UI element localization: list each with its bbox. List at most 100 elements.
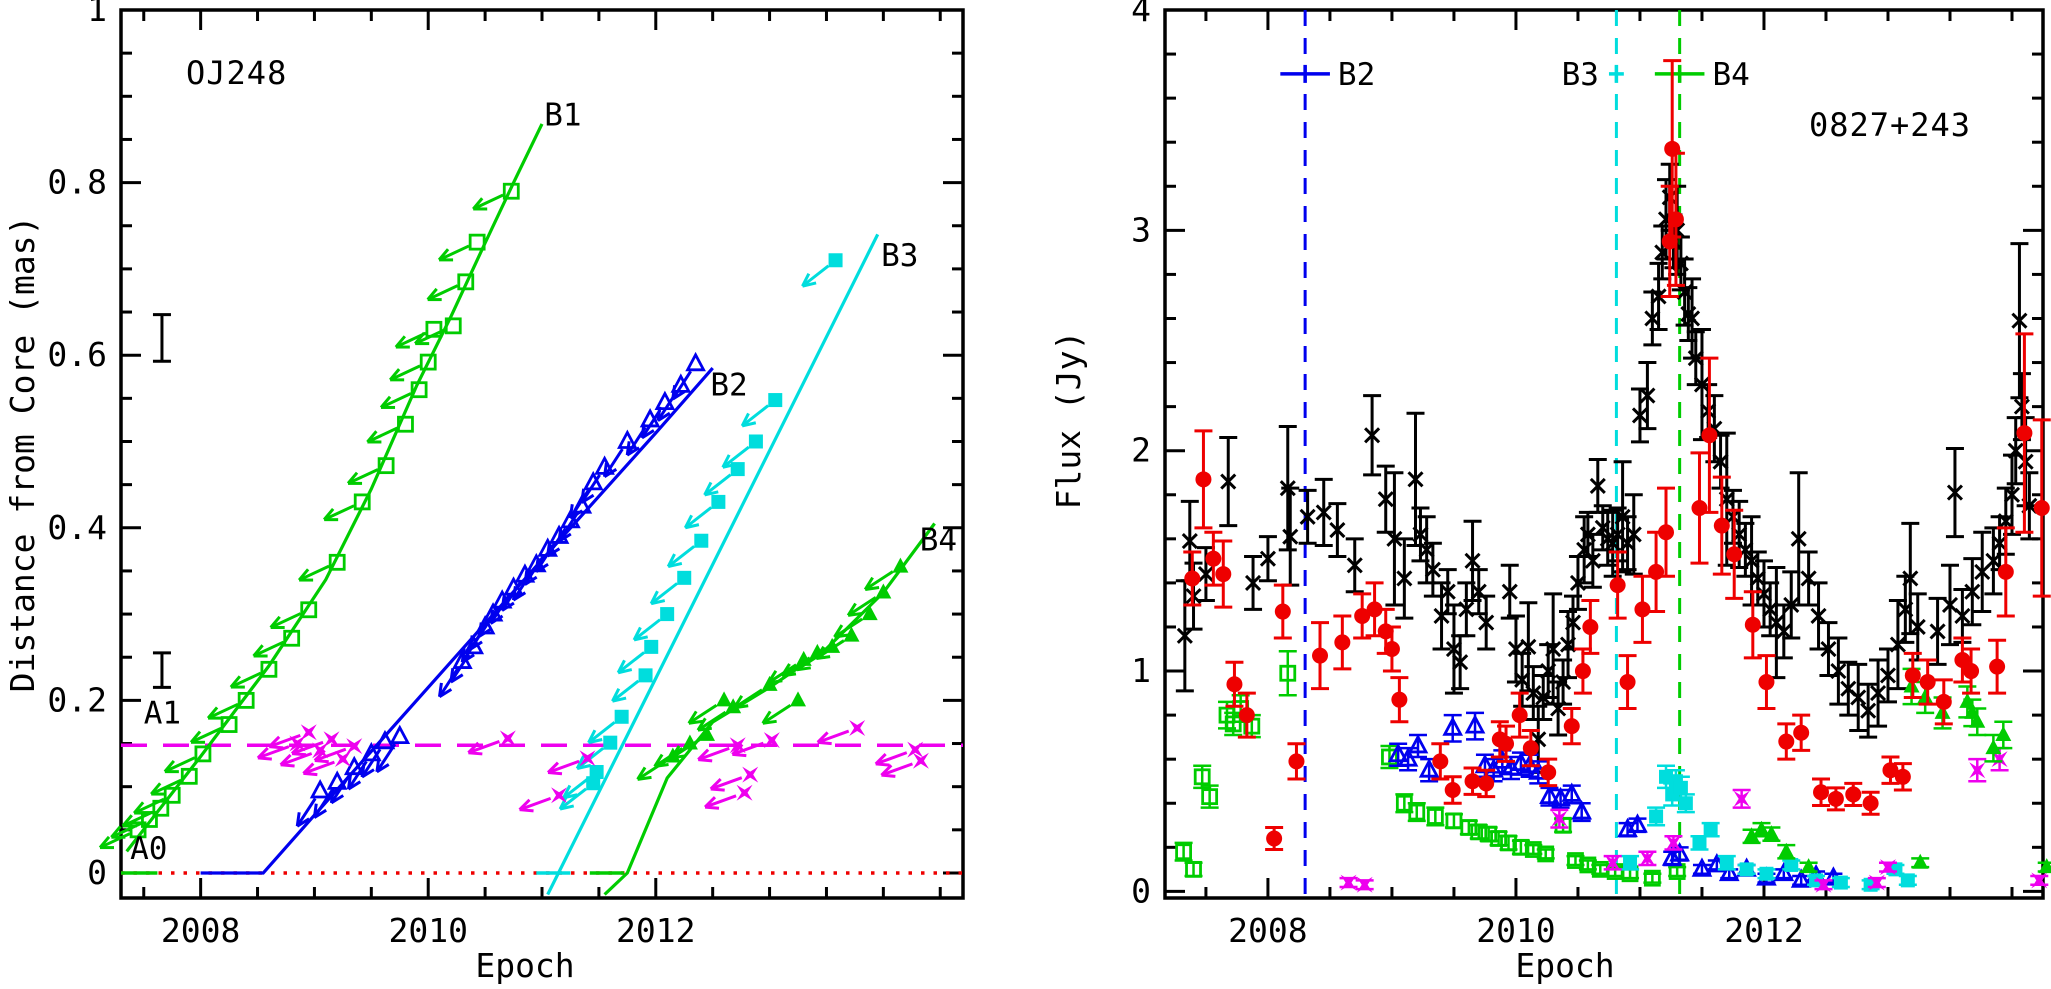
lightcurve-core-flux-point	[1312, 647, 1329, 664]
lightcurve-core-flux-point	[1758, 674, 1775, 691]
lightcurve-core-flux-point	[1522, 740, 1539, 757]
lightcurve-total-flux-point	[1755, 585, 1773, 602]
lightcurve-B3-flux-point	[1739, 862, 1754, 877]
lightcurve-B4-flux-point	[1969, 712, 1986, 728]
lightcurve-B1-flux-point	[1408, 803, 1426, 821]
lightcurve-total-flux-point	[1514, 671, 1531, 688]
component-B2-point	[360, 741, 382, 762]
component-B3-point	[677, 570, 692, 585]
lightcurve-total-flux-point	[1181, 532, 1198, 550]
component-B3-point	[644, 639, 659, 654]
lightcurve-total-flux-point	[1743, 552, 1760, 569]
lightcurve-core-flux-point	[1334, 634, 1351, 651]
lightcurve-B1-flux-point	[1480, 825, 1498, 843]
lightcurve-core-flux-point	[1701, 427, 1718, 444]
component-B3-point	[589, 765, 604, 780]
component-A1-point	[742, 766, 759, 783]
lightcurve-total-flux-point	[1985, 552, 2002, 569]
lightcurve-total-flux-point	[1315, 504, 1332, 521]
lightcurve-total-flux-point	[1584, 552, 1601, 569]
lightcurve-total-flux-point	[1775, 623, 1792, 640]
lightcurve-B1-flux-point	[1460, 819, 1478, 836]
lightcurve-core-flux-point	[1634, 601, 1651, 618]
lightcurve-total-flux-point	[1259, 550, 1276, 567]
component-A1-point	[907, 741, 924, 758]
lightcurve-B4-flux-point	[1763, 825, 1780, 841]
lightcurve-total-flux-point	[1452, 654, 1469, 671]
lightcurve-B3-flux-point	[1623, 855, 1638, 870]
component-A1-point	[912, 752, 929, 769]
lightcurve-B2-flux-point	[1539, 784, 1560, 805]
lightcurve-total-flux-point	[1954, 607, 1971, 625]
component-B2-point	[389, 724, 411, 745]
lightcurve-total-flux-point	[2013, 398, 2030, 415]
component-B1-point	[419, 353, 437, 371]
lightcurve-A1-flux-point	[1969, 762, 1986, 779]
component-B3-point	[711, 494, 726, 509]
lightcurve-B3-flux-point	[1673, 780, 1688, 795]
component-label-B1: B1	[544, 97, 581, 133]
lightcurve-B4-flux-point	[2038, 858, 2051, 874]
component-B1-point	[220, 716, 238, 733]
lightcurve-core-flux-point	[1954, 652, 1971, 669]
lightcurve-A1-flux	[1339, 746, 2049, 893]
component-B3-point	[638, 668, 653, 683]
lightcurve-B4-flux-point	[1912, 853, 1929, 869]
lightcurve-B3-flux-point	[1678, 796, 1693, 811]
lightcurve-core-flux-point	[1778, 733, 1795, 750]
left-panel-title: OJ248	[186, 54, 287, 92]
lightcurve-core-flux-point	[1205, 550, 1222, 567]
lightcurve-core-flux-point	[1845, 786, 1862, 803]
component-B3-point	[694, 533, 709, 548]
lightcurve-total-flux-point	[1860, 702, 1877, 719]
component-B2-point	[309, 779, 331, 799]
lightcurve-B3-flux-point	[1888, 862, 1903, 877]
x-tick-label: 2010	[1476, 911, 1555, 950]
lightcurve-B1-flux-point	[1643, 869, 1661, 887]
lightcurve-B2-flux-point	[1464, 714, 1486, 734]
lightcurve-B3-flux-point	[1759, 866, 1774, 881]
lightcurve-total-flux-point	[1282, 528, 1299, 545]
component-B2-point	[670, 373, 692, 393]
lightcurve-total-flux-point	[1625, 526, 1642, 543]
component-B3-point	[660, 607, 675, 622]
lightcurve-total-flux-point	[1644, 310, 1661, 327]
lightcurve-B3-flux-point	[1719, 855, 1734, 870]
lightcurve-B4-flux	[1742, 667, 2051, 874]
lightcurve-total-flux-point	[1520, 638, 1537, 655]
lightcurve-core-flux-point	[1195, 471, 1212, 488]
lightcurve-core-flux-point	[1383, 641, 1400, 658]
lightcurve-core-flux-point	[1574, 663, 1591, 680]
ejection-label-B4: B4	[1712, 57, 1749, 93]
lightcurve-core-flux-point	[1354, 607, 1371, 624]
lightcurve-total-flux-point	[1941, 596, 1959, 613]
component-B3-point	[603, 735, 618, 750]
lightcurve-B4-flux-point	[1985, 739, 2002, 755]
lightcurve-total-flux-point	[1176, 627, 1193, 644]
component-B4-point	[875, 583, 892, 599]
lightcurve-B1-flux-point	[1381, 748, 1398, 766]
x-tick-label: 2010	[388, 911, 467, 950]
lightcurve-total-flux-point	[1564, 614, 1582, 631]
lightcurve-B2-flux-point	[1442, 716, 1464, 736]
lightcurve-core-flux-point	[1215, 566, 1232, 583]
lightcurve-A1-flux-point	[1879, 859, 1896, 876]
lightcurve-total-flux-point	[1439, 583, 1456, 600]
lightcurve-total-flux-point	[1433, 607, 1450, 625]
annotation-A0: A0	[130, 831, 167, 867]
lightcurve-A1-flux-point	[1991, 751, 2008, 768]
lightcurve-B3-flux-point	[1703, 822, 1718, 837]
lightcurve-B2-flux-point	[1407, 733, 1429, 754]
lightcurve-B4-flux-point	[1995, 725, 2012, 741]
lightcurve-B3-flux-point	[1833, 875, 1848, 890]
lightcurve-total-flux-point	[1991, 535, 2008, 552]
lightcurve-total-flux-point	[1525, 685, 1542, 702]
lightcurve-B1-flux-point	[1175, 843, 1193, 861]
lightcurve-core-flux-point	[1919, 674, 1936, 691]
component-B1-point	[194, 745, 212, 763]
lightcurve-B1-flux-point	[1193, 768, 1211, 786]
component-B2-point	[374, 729, 396, 750]
x-tick-label: 2008	[1228, 911, 1307, 950]
lightcurve-B1-flux-point	[1201, 788, 1219, 806]
